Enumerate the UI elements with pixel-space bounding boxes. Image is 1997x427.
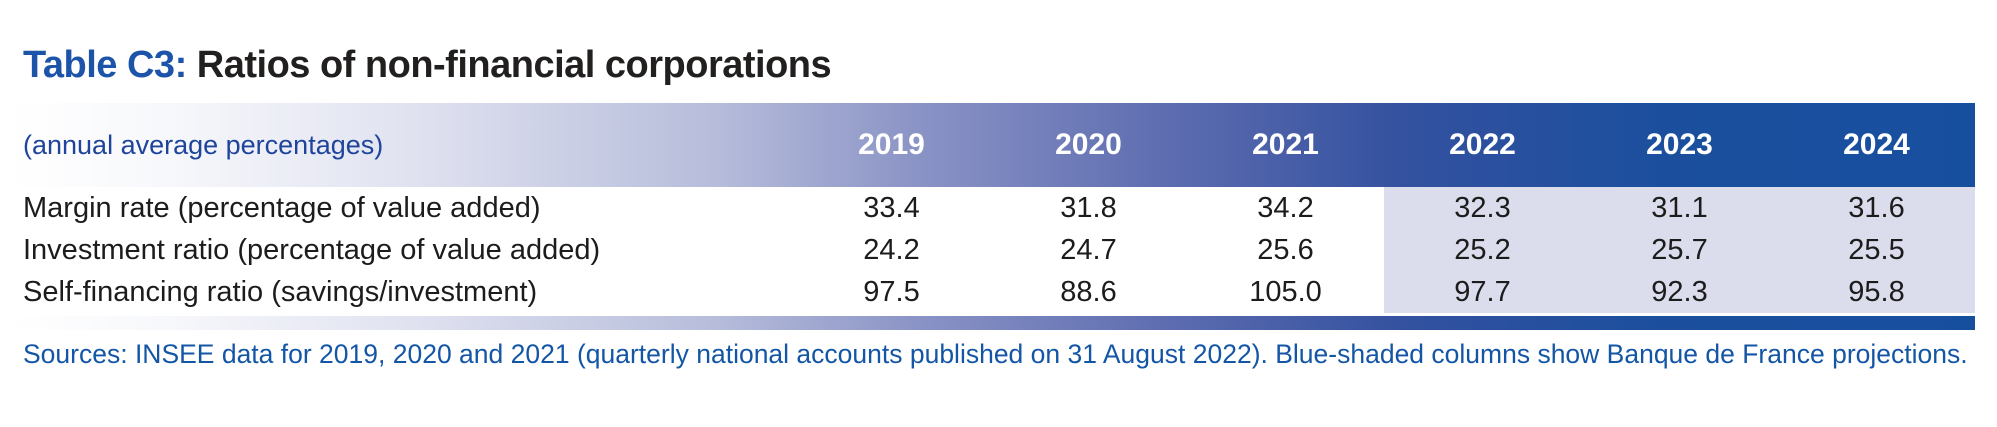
table-header-row: (annual average percentages) 2019 2020 2… bbox=[10, 103, 1975, 187]
table-row-margin-rate: Margin rate (percentage of value added) … bbox=[10, 187, 1975, 229]
year-header-2021: 2021 bbox=[1252, 128, 1319, 161]
cell-value-projection: 32.3 bbox=[1384, 187, 1581, 229]
cell-value-projection: 92.3 bbox=[1581, 271, 1778, 313]
table-row-self-financing-ratio: Self-financing ratio (savings/investment… bbox=[10, 271, 1975, 313]
cell-value: 25.6 bbox=[1257, 233, 1314, 266]
cell-value-projection: 95.8 bbox=[1778, 271, 1975, 313]
cell-value: 24.7 bbox=[1060, 233, 1117, 266]
cell-value-projection: 31.1 bbox=[1581, 187, 1778, 229]
table-row-investment-ratio: Investment ratio (percentage of value ad… bbox=[10, 229, 1975, 271]
table-number-label: Table C3: bbox=[23, 44, 187, 86]
row-label: Self-financing ratio (savings/investment… bbox=[23, 275, 538, 308]
page-title: Table C3: Ratios of non-financial corpor… bbox=[23, 42, 832, 88]
year-header-2024: 2024 bbox=[1843, 128, 1910, 161]
cell-value: 24.2 bbox=[863, 233, 920, 266]
row-label: Investment ratio (percentage of value ad… bbox=[23, 233, 601, 266]
year-header-2020: 2020 bbox=[1055, 128, 1122, 161]
cell-value-projection: 25.2 bbox=[1384, 229, 1581, 271]
cell-value-projection: 25.7 bbox=[1581, 229, 1778, 271]
sources-note: Sources: INSEE data for 2019, 2020 and 2… bbox=[23, 339, 1968, 369]
cell-value-projection: 31.6 bbox=[1778, 187, 1975, 229]
cell-value-projection: 25.5 bbox=[1778, 229, 1975, 271]
cell-value: 31.8 bbox=[1060, 191, 1117, 224]
table-title-text: Ratios of non-financial corporations bbox=[186, 44, 832, 86]
unit-note: (annual average percentages) bbox=[23, 129, 384, 160]
ratios-table: (annual average percentages) 2019 2020 2… bbox=[10, 103, 1975, 330]
cell-value: 97.5 bbox=[863, 275, 920, 308]
cell-value: 88.6 bbox=[1060, 275, 1117, 308]
cell-value: 105.0 bbox=[1249, 275, 1322, 308]
cell-value: 34.2 bbox=[1257, 191, 1314, 224]
year-header-2019: 2019 bbox=[858, 128, 925, 161]
table-bottom-rule bbox=[10, 316, 1975, 330]
year-header-2023: 2023 bbox=[1646, 128, 1713, 161]
row-label: Margin rate (percentage of value added) bbox=[23, 191, 541, 224]
cell-value-projection: 97.7 bbox=[1384, 271, 1581, 313]
year-header-2022: 2022 bbox=[1449, 128, 1516, 161]
cell-value: 33.4 bbox=[863, 191, 920, 224]
